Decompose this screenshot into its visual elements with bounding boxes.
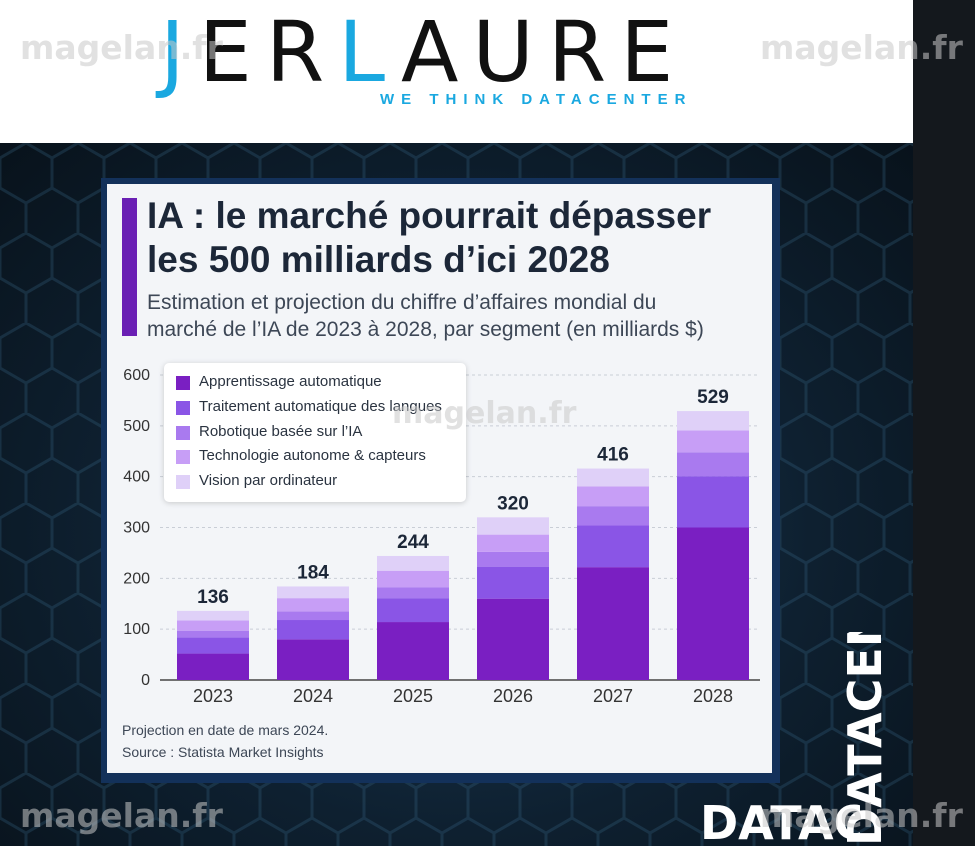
bar-segment xyxy=(177,610,249,621)
bar-segment xyxy=(577,468,649,487)
bar-segment xyxy=(377,598,449,623)
chart-title-line1: IA : le marché pourrait dépasser xyxy=(147,195,712,236)
bar-segment xyxy=(377,622,449,680)
y-tick-label: 0 xyxy=(141,672,150,689)
bar-segment xyxy=(477,598,549,680)
datacenter-horizontal-text: DATACENTER xyxy=(700,796,860,846)
x-tick-label: 2026 xyxy=(493,686,533,706)
bar-segment xyxy=(277,620,349,640)
chart-legend: Apprentissage automatique Traitement auto… xyxy=(164,363,466,502)
bar-segment xyxy=(177,637,249,654)
legend-label: Vision par ordinateur xyxy=(199,472,338,490)
chart-subtitle-line2: marché de l’IA de 2023 à 2028, par segme… xyxy=(147,318,704,341)
legend-label: Robotique basée sur l’IA xyxy=(199,422,363,440)
bar-segment xyxy=(277,598,349,612)
bar-segment xyxy=(477,566,549,599)
watermark-center: magelan.fr xyxy=(392,396,577,431)
bar-segment xyxy=(577,486,649,507)
y-tick-label: 400 xyxy=(123,469,150,486)
y-tick-label: 500 xyxy=(123,418,150,435)
legend-swatch xyxy=(176,400,190,415)
bar-segment xyxy=(377,570,449,588)
watermark-top-right: magelan.fr xyxy=(760,28,963,67)
x-tick-label: 2023 xyxy=(193,686,233,706)
bar-segment xyxy=(177,630,249,638)
brand-tagline: WE THINK DATACENTER xyxy=(380,91,693,108)
bar-segment xyxy=(477,551,549,567)
chart-title-line2: les 500 milliards d’ici 2028 xyxy=(147,239,610,280)
bar-segment xyxy=(677,411,749,431)
bar-segment xyxy=(677,527,749,680)
chart-footnote: Projection en date de mars 2024. xyxy=(122,722,329,738)
bar-total-label: 529 xyxy=(697,387,729,408)
chart-source: Source : Statista Market Insights xyxy=(122,744,324,760)
x-tick-label: 2028 xyxy=(693,686,733,706)
bar-total-label: 320 xyxy=(497,493,529,514)
y-tick-label: 600 xyxy=(123,367,150,384)
watermark-bottom-right: magelan.fr xyxy=(760,796,963,835)
chart-title: IA : le marché pourrait dépasser les 500… xyxy=(147,194,767,282)
legend-label: Traitement automatique des langues xyxy=(199,397,442,415)
legend-label: Technologie autonome & capteurs xyxy=(199,447,426,465)
y-tick-label: 300 xyxy=(123,520,150,537)
bar-total-label: 244 xyxy=(397,532,429,553)
bar-total-label: 416 xyxy=(597,445,629,466)
right-dark-strip xyxy=(913,0,975,846)
bar-total-label: 184 xyxy=(297,562,329,583)
bar-segment xyxy=(677,452,749,477)
legend-swatch xyxy=(176,475,190,490)
legend-swatch xyxy=(176,425,190,440)
bar-segment xyxy=(377,555,449,571)
chart-subtitle-line1: Estimation et projection du chiffre d’af… xyxy=(147,291,657,314)
bar-segment xyxy=(577,525,649,568)
x-tick-label: 2025 xyxy=(393,686,433,706)
title-accent-bar xyxy=(122,198,137,336)
bar-segment xyxy=(177,620,249,631)
legend-swatch xyxy=(176,450,190,465)
header-banner: JERLAURE WE THINK DATACENTER xyxy=(0,0,913,143)
bar-segment xyxy=(277,586,349,599)
bar-segment xyxy=(677,430,749,453)
legend-label: Apprentissage automatique xyxy=(199,373,382,390)
bar-segment xyxy=(577,567,649,680)
bar-segment xyxy=(477,534,549,552)
y-tick-label: 100 xyxy=(123,621,150,638)
bar-total-label: 136 xyxy=(197,587,229,608)
x-tick-label: 2024 xyxy=(293,686,333,706)
bar-segment xyxy=(677,476,749,528)
chart-subtitle: Estimation et projection du chiffre d’af… xyxy=(147,289,767,343)
bar-segment xyxy=(377,587,449,599)
legend-swatch xyxy=(176,376,190,390)
y-tick-label: 200 xyxy=(123,570,150,587)
brand-logo: JERLAURE xyxy=(160,3,688,101)
watermark-bottom-left: magelan.fr xyxy=(20,796,223,835)
bar-segment xyxy=(277,639,349,680)
watermark-top-left: magelan.fr xyxy=(20,28,223,67)
x-tick-label: 2027 xyxy=(593,686,633,706)
bar-segment xyxy=(277,611,349,621)
bar-segment xyxy=(177,653,249,680)
bar-segment xyxy=(577,506,649,526)
bar-segment xyxy=(477,517,549,535)
